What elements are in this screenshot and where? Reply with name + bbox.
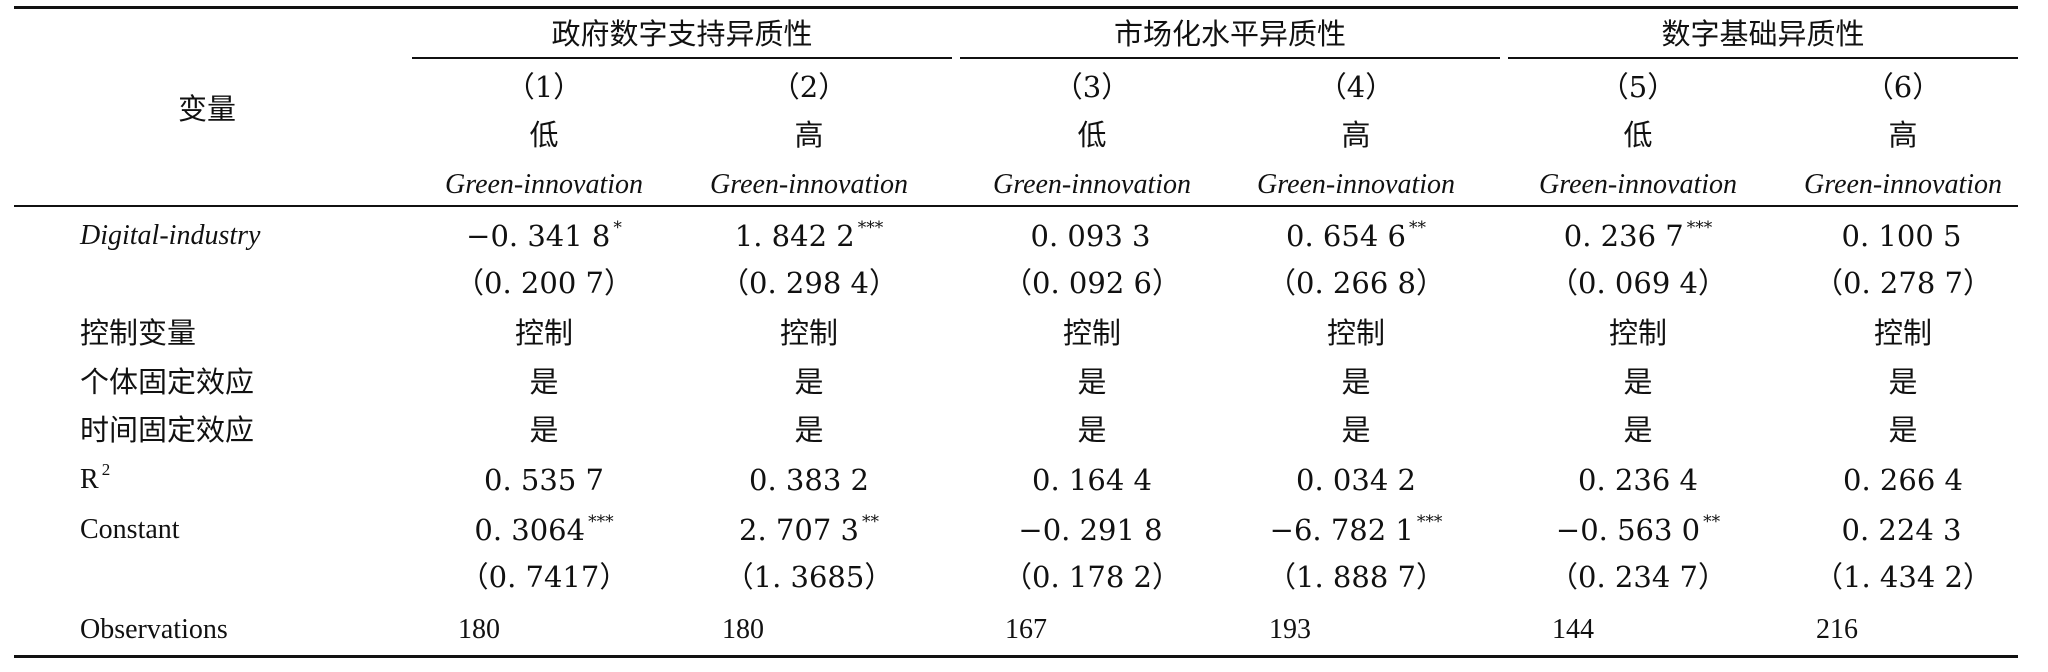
significance-stars: *** [588,512,614,532]
row-label-time-fe: 时间固定效应 [80,413,255,447]
col-dep-var-6: Green-innovation [1803,169,2003,200]
group-header-government: 政府数字支持异质性 [551,17,813,51]
group-underline-2 [960,57,1500,59]
individual-fe-6: 是 [1888,365,1918,399]
digital-se-1: （0. 200 7） [455,266,633,300]
row-label-observations: Observations [80,614,228,645]
constant-se-6: （1. 434 2） [1814,560,1992,594]
significance-stars: ** [1703,512,1721,532]
col-number-5: （5） [1599,70,1677,104]
digital-se-3: （0. 092 6） [1003,266,1181,300]
time-fe-3: 是 [1077,413,1107,447]
constant-se-3: （0. 178 2） [1003,560,1181,594]
constant-se-5: （0. 234 7） [1549,560,1727,594]
individual-fe-2: 是 [794,365,824,399]
group-underline-1 [412,57,952,59]
digital-coef-1: −0. 341 8 * [466,218,622,253]
constant-coef-6: 0. 224 3 [1841,513,1962,547]
constant-coef-1: 0. 3064 *** [474,512,614,547]
significance-stars: *** [857,218,884,238]
col-number-6: （6） [1864,70,1942,104]
time-fe-2: 是 [794,413,824,447]
r2-4: 0. 034 2 [1296,463,1416,497]
observations-4: 193 [1269,614,1311,645]
controls-1: 控制 [514,316,574,350]
observations-5: 144 [1552,614,1594,645]
controls-6: 控制 [1873,316,1933,350]
time-fe-5: 是 [1623,413,1653,447]
constant-se-4: （1. 888 7） [1267,560,1445,594]
individual-fe-4: 是 [1341,365,1371,399]
significance-stars: * [613,218,622,238]
r2-3: 0. 164 4 [1032,463,1152,497]
col-dep-var-3: Green-innovation [992,169,1192,200]
observations-3: 167 [1005,614,1047,645]
top-rule [14,6,2018,9]
r2-2: 0. 383 2 [749,463,869,497]
constant-se-2: （1. 3685） [724,560,894,594]
group-header-marketization: 市场化水平异质性 [1113,17,1347,51]
digital-se-6: （0. 278 7） [1814,266,1992,300]
digital-coef-3: 0. 093 3 [1030,219,1151,253]
row-label-controls: 控制变量 [80,316,197,350]
col-number-2: （2） [770,70,848,104]
row-label-constant: Constant [80,514,180,545]
time-fe-4: 是 [1341,413,1371,447]
time-fe-1: 是 [529,413,559,447]
digital-coef-4: 0. 654 6 ** [1286,218,1426,253]
digital-se-2: （0. 298 4） [720,266,898,300]
r2-5: 0. 236 4 [1578,463,1698,497]
col-dep-var-4: Green-innovation [1256,169,1456,200]
col-number-1: （1） [505,70,583,104]
constant-coef-2: 2. 707 3 ** [739,512,879,547]
observations-2: 180 [722,614,764,645]
group-header-digital-base: 数字基础异质性 [1661,17,1865,51]
col-dep-var-2: Green-innovation [709,169,909,200]
observations-6: 216 [1816,614,1858,645]
col-level-4: 高 [1341,118,1371,152]
col-number-4: （4） [1317,70,1395,104]
significance-stars: *** [1686,218,1713,238]
significance-stars: ** [861,512,879,532]
individual-fe-3: 是 [1077,365,1107,399]
digital-coef-5: 0. 236 7 *** [1563,218,1713,253]
row-label-individual-fe: 个体固定效应 [80,365,255,399]
col-level-5: 低 [1623,118,1653,152]
digital-coef-2: 1. 842 2 *** [734,218,884,253]
group-underline-3 [1508,57,2018,59]
digital-se-4: （0. 266 8） [1267,266,1445,300]
col-dep-var-1: Green-innovation [444,169,644,200]
digital-se-5: （0. 069 4） [1549,266,1727,300]
col-level-3: 低 [1077,118,1107,152]
controls-4: 控制 [1326,316,1386,350]
constant-coef-4: −6. 782 1 *** [1269,512,1443,547]
constant-se-1: （0. 7417） [459,560,629,594]
constant-coef-3: −0. 291 8 [1018,513,1163,547]
significance-stars: *** [1416,512,1443,532]
observations-1: 180 [458,614,500,645]
digital-coef-6: 0. 100 5 [1841,219,1962,253]
r2-1: 0. 535 7 [484,463,604,497]
r2-6: 0. 266 4 [1843,463,1963,497]
controls-3: 控制 [1062,316,1122,350]
col-dep-var-5: Green-innovation [1538,169,1738,200]
col-level-1: 低 [529,118,559,152]
individual-fe-1: 是 [529,365,559,399]
constant-coef-5: −0. 563 0 ** [1555,512,1721,547]
individual-fe-5: 是 [1623,365,1653,399]
bottom-rule [14,655,2018,658]
col-level-6: 高 [1888,118,1918,152]
time-fe-6: 是 [1888,413,1918,447]
variable-header: 变量 [178,92,237,126]
row-label-digital-industry: Digital-industry [80,220,261,251]
header-rule [14,205,2018,207]
col-number-3: （3） [1053,70,1131,104]
col-level-2: 高 [794,118,824,152]
significance-stars: ** [1408,218,1426,238]
controls-5: 控制 [1608,316,1668,350]
controls-2: 控制 [779,316,839,350]
